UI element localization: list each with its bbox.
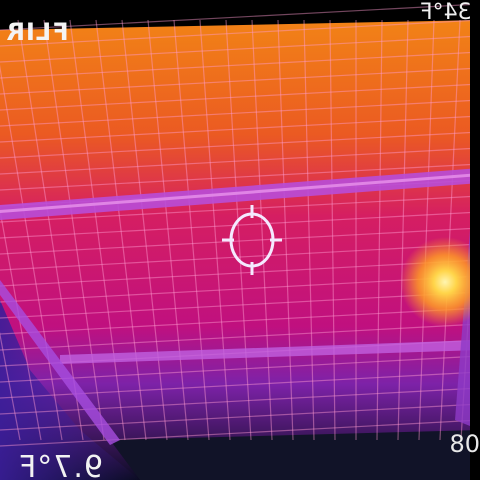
panel-grid-vertical bbox=[147, 19, 189, 441]
panel-grid-vertical bbox=[173, 19, 210, 441]
panel-grid-horizontal bbox=[0, 387, 480, 415]
panel-grid-horizontal bbox=[0, 35, 480, 63]
panel-grid-vertical bbox=[376, 19, 383, 441]
panel-grid-horizontal bbox=[0, 419, 480, 447]
panel-grid-vertical bbox=[199, 19, 231, 441]
panel-grid-horizontal bbox=[0, 355, 480, 383]
roof-beam-highlight bbox=[0, 173, 480, 213]
panel-grid-vertical bbox=[121, 19, 168, 441]
spot-temperature-readout: 9.7°F bbox=[18, 450, 103, 480]
panel-grid-horizontal bbox=[0, 291, 480, 319]
roof-diagonal-strut bbox=[0, 280, 120, 445]
flir-logo: FLIR bbox=[5, 18, 69, 46]
hot-spot bbox=[400, 237, 480, 327]
panel-grid-vertical bbox=[69, 19, 126, 441]
panel-grid-horizontal bbox=[0, 83, 480, 111]
panel-grid-horizontal bbox=[0, 147, 480, 175]
panel-grid-horizontal bbox=[0, 243, 480, 271]
panel-grid-horizontal bbox=[0, 51, 480, 79]
panel-grid-vertical bbox=[225, 19, 252, 441]
ground-dark bbox=[110, 430, 480, 480]
temperature-max-label: 34°F bbox=[420, 0, 472, 25]
panel-grid-horizontal bbox=[0, 67, 480, 95]
panel-grid-horizontal bbox=[0, 163, 480, 191]
panel-grid-vertical bbox=[17, 19, 84, 441]
panel-grid-vertical bbox=[303, 19, 315, 441]
panel-grid-vertical bbox=[95, 19, 147, 441]
panel-grid-horizontal bbox=[0, 323, 480, 351]
right-border bbox=[470, 0, 480, 480]
panel-grid-horizontal bbox=[0, 275, 480, 303]
roof-beam-lower bbox=[60, 340, 480, 364]
panel-grid-horizontal bbox=[0, 307, 480, 335]
panel-grid-horizontal bbox=[0, 259, 480, 287]
panel-grid-horizontal bbox=[0, 195, 480, 223]
panel-grid-horizontal bbox=[0, 403, 480, 431]
panel-grid-vertical bbox=[329, 19, 336, 441]
panel-grid-vertical bbox=[277, 19, 294, 441]
scale-value-label: 80 bbox=[449, 430, 480, 458]
panel-grid-vertical bbox=[0, 206, 42, 441]
panel-grid-vertical bbox=[43, 19, 105, 441]
panel-grid-horizontal bbox=[0, 211, 480, 239]
panel-grid-horizontal bbox=[0, 3, 480, 31]
panel-grid-horizontal bbox=[0, 227, 480, 255]
panel-grid-horizontal bbox=[0, 99, 480, 127]
left-cold-panel bbox=[0, 300, 140, 480]
panel-grid-horizontal bbox=[0, 115, 480, 143]
panel-grid-horizontal bbox=[0, 19, 480, 47]
panel-grid-vertical bbox=[397, 19, 409, 441]
panel-grid-vertical bbox=[251, 19, 273, 441]
panel-grid-vertical bbox=[0, 331, 21, 441]
top-black-bar bbox=[0, 0, 480, 30]
panel-grid-horizontal bbox=[0, 131, 480, 159]
crosshair-icon bbox=[222, 205, 282, 275]
panel-grid-vertical bbox=[418, 19, 435, 441]
panel-grid-vertical bbox=[0, 64, 63, 441]
panel-grid-vertical bbox=[439, 19, 461, 441]
